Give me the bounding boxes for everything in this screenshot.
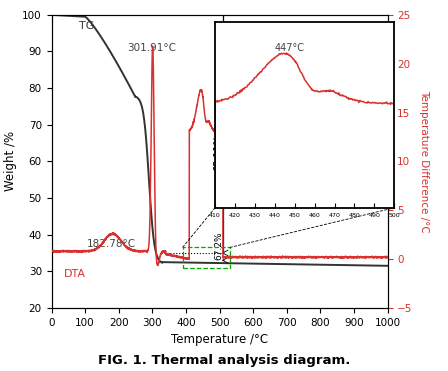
- Text: 301.91°C: 301.91°C: [127, 43, 176, 53]
- Text: DTA: DTA: [65, 269, 86, 279]
- Text: 67.2%: 67.2%: [214, 232, 224, 260]
- Y-axis label: Temperature Difference /°C: Temperature Difference /°C: [419, 90, 429, 233]
- Text: 447°C: 447°C: [275, 43, 305, 53]
- X-axis label: Temperature /°C: Temperature /°C: [171, 333, 268, 346]
- Bar: [183, 247, 230, 267]
- Text: 182.78°C: 182.78°C: [87, 239, 136, 249]
- Text: TG: TG: [79, 22, 95, 32]
- Text: 65.11%: 65.11%: [214, 134, 224, 171]
- Y-axis label: Weight /%: Weight /%: [4, 131, 17, 191]
- Text: FIG. 1. Thermal analysis diagram.: FIG. 1. Thermal analysis diagram.: [98, 354, 350, 367]
